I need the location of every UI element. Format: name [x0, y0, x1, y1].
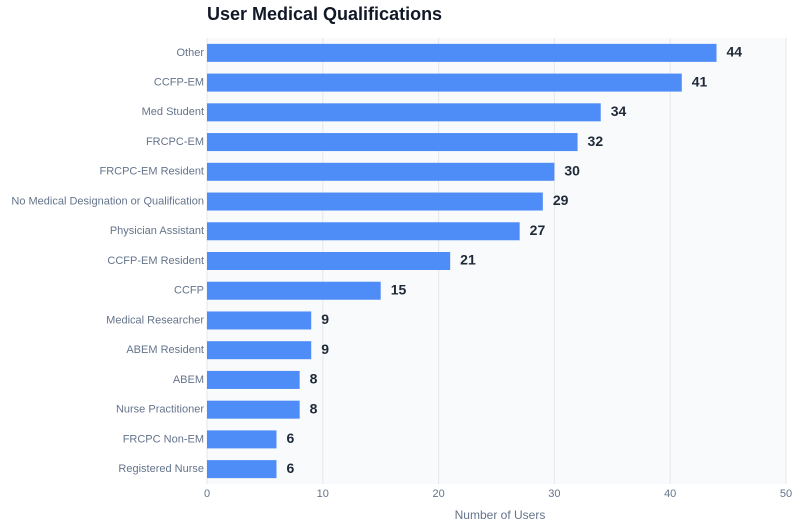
x-tick-label: 0 [204, 488, 210, 500]
data-label: 8 [310, 400, 318, 416]
bar [207, 222, 520, 241]
y-tick-label: Nurse Practitioner [116, 404, 204, 416]
y-tick-label: ABEM Resident [126, 344, 204, 356]
y-tick-label: FRCPC-EM [146, 136, 204, 148]
data-label: 21 [460, 252, 476, 268]
bar [207, 430, 277, 449]
data-label: 6 [286, 430, 294, 446]
bar [207, 73, 682, 92]
bar [207, 311, 312, 330]
data-label: 6 [286, 460, 294, 476]
y-tick-label: Other [176, 47, 204, 59]
x-tick-label: 50 [780, 488, 792, 500]
y-tick-label: ABEM [173, 374, 204, 386]
bar [207, 252, 451, 270]
bar [207, 133, 578, 152]
x-axis-label: Number of Users [455, 508, 546, 522]
data-label: 34 [611, 103, 627, 119]
y-tick-label: CCFP-EM [154, 77, 204, 89]
y-tick-label: Physician Assistant [110, 225, 204, 237]
y-tick-label: No Medical Designation or Qualification [11, 195, 204, 207]
data-label: 30 [564, 163, 580, 179]
data-label: 27 [530, 222, 546, 238]
x-tick-label: 30 [548, 488, 560, 500]
bar [207, 370, 300, 389]
bar [207, 400, 300, 419]
data-label: 9 [321, 341, 329, 357]
y-tick-label: FRCPC-EM Resident [99, 166, 204, 178]
y-tick-label: Medical Researcher [106, 314, 204, 326]
bar [207, 162, 555, 181]
x-tick-label: 10 [317, 488, 329, 500]
bar [207, 341, 312, 360]
data-label: 8 [310, 371, 318, 387]
y-tick-label: FRCPC Non-EM [123, 433, 204, 445]
data-label: 44 [727, 44, 743, 60]
y-tick-label: Med Student [142, 106, 204, 118]
y-tick-label: CCFP-EM Resident [107, 255, 204, 267]
data-label: 29 [553, 192, 569, 208]
bar [207, 281, 381, 300]
bar [207, 103, 601, 122]
bar [207, 192, 543, 211]
data-label: 15 [391, 281, 407, 297]
bar [207, 43, 717, 62]
y-tick-label: Registered Nurse [118, 463, 204, 475]
x-tick-label: 20 [432, 488, 444, 500]
data-label: 32 [588, 133, 604, 149]
x-tick-label: 40 [664, 488, 676, 500]
bar [207, 460, 277, 479]
data-label: 9 [321, 311, 329, 327]
y-tick-label: CCFP [174, 285, 204, 297]
data-label: 41 [692, 73, 708, 89]
chart-title: User Medical Qualifications [207, 4, 442, 24]
